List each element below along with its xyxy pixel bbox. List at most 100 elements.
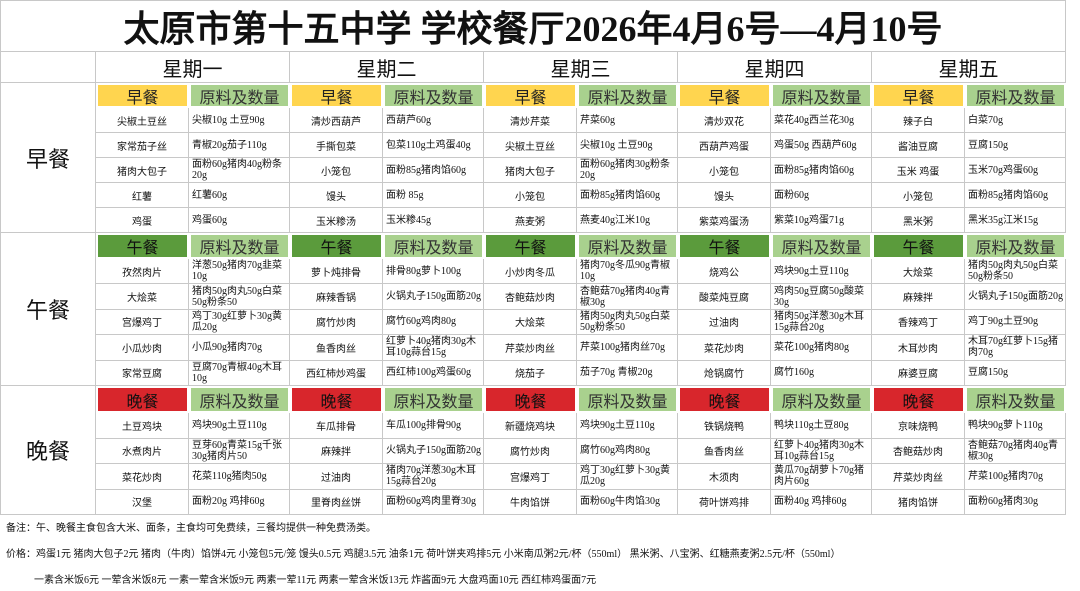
dish: 香辣鸡丁	[872, 309, 965, 336]
ingredients: 尖椒10g 土豆90g	[577, 133, 678, 158]
ingredients: 黄瓜70g胡萝卜70g猪肉片60g	[771, 464, 872, 490]
ingredients: 猪肉50g肉丸50g白菜50g粉条50	[577, 309, 678, 336]
ingredients: 玉米70g鸡蛋60g	[965, 158, 1066, 183]
ingredients: 鸡块90g土豆110g	[771, 259, 872, 285]
dish: 宫爆鸡丁	[484, 464, 577, 490]
dish: 猪肉大包子	[484, 158, 577, 183]
dish: 车瓜排骨	[290, 413, 383, 439]
dish: 宫爆鸡丁	[96, 309, 189, 336]
meal-header: 晚餐	[872, 386, 965, 413]
dish: 酱油豆腐	[872, 133, 965, 158]
dish: 京味烧鸭	[872, 413, 965, 439]
ingredients: 豆腐150g	[965, 133, 1066, 158]
title: 太原市第十五中学 学校餐厅2026年4月6号—4月10号	[0, 0, 1066, 52]
dish: 里脊肉丝饼	[290, 489, 383, 515]
ingredients: 红萝卜40g猪肉30g木耳10g蒜台15g	[771, 438, 872, 464]
ingredients: 豆腐150g	[965, 360, 1066, 386]
ingredients: 火锅丸子150g面筋20g	[383, 438, 484, 464]
dish: 过油肉	[290, 464, 383, 490]
ingredient-header: 原料及数量	[383, 83, 484, 108]
dish: 芹菜炒肉丝	[484, 335, 577, 361]
dish: 小瓜炒肉	[96, 335, 189, 361]
dish: 炝锅腐竹	[678, 360, 771, 386]
meal-header: 午餐	[96, 233, 189, 259]
ingredients: 排骨80g萝卜100g	[383, 259, 484, 285]
note: 一素含米饭6元 一荤含米饭8元 一素一荤含米饭9元 两素一荤11元 两素一荤含米…	[34, 575, 597, 586]
ingredient-header: 原料及数量	[771, 386, 872, 413]
ingredient-header: 原料及数量	[577, 233, 678, 259]
ingredients: 紫菜10g鸡蛋71g	[771, 208, 872, 233]
ingredients: 猪肉70g冬瓜90g青椒10g	[577, 259, 678, 285]
ingredient-header: 原料及数量	[771, 233, 872, 259]
ingredients: 尖椒10g 土豆90g	[189, 108, 290, 133]
dish: 杏鲍菇炒肉	[484, 284, 577, 310]
dish: 小笼包	[678, 158, 771, 183]
meal-header: 早餐	[290, 83, 383, 108]
ingredients: 青椒20g茄子110g	[189, 133, 290, 158]
ingredients: 面粉 85g	[383, 183, 484, 208]
ingredients: 腐竹60g鸡肉80g	[577, 438, 678, 464]
ingredients: 杏鲍菇70g猪肉40g青椒30g	[965, 438, 1066, 464]
dish: 烧茄子	[484, 360, 577, 386]
ingredients: 茄子70g 青椒20g	[577, 360, 678, 386]
ingredients: 白菜70g	[965, 108, 1066, 133]
day-header: 星期五	[872, 52, 1066, 83]
dish: 麻辣拌	[872, 284, 965, 310]
meal-header: 早餐	[484, 83, 577, 108]
ingredient-header: 原料及数量	[771, 83, 872, 108]
dish: 汉堡	[96, 489, 189, 515]
dish: 西红柿炒鸡蛋	[290, 360, 383, 386]
ingredients: 面粉85g猪肉馅60g	[383, 158, 484, 183]
ingredients: 面粉60g牛肉馅30g	[577, 489, 678, 515]
ingredients: 木耳70g红萝卜15g猪肉70g	[965, 335, 1066, 361]
day-header: 星期二	[290, 52, 484, 83]
ingredients: 豆芽60g青菜15g千张30g猪肉片50	[189, 438, 290, 464]
dish: 鱼香肉丝	[290, 335, 383, 361]
ingredients: 面粉40g 鸡排60g	[771, 489, 872, 515]
ingredient-header: 原料及数量	[965, 83, 1066, 108]
dish: 铁锅烧鸭	[678, 413, 771, 439]
dish: 鸡蛋	[96, 208, 189, 233]
dish: 孜然肉片	[96, 259, 189, 285]
ingredient-header: 原料及数量	[189, 386, 290, 413]
dish: 猪肉大包子	[96, 158, 189, 183]
dish: 燕麦粥	[484, 208, 577, 233]
dish: 麻辣拌	[290, 438, 383, 464]
meal-header: 午餐	[872, 233, 965, 259]
meal-header: 早餐	[678, 83, 771, 108]
dish: 麻辣香锅	[290, 284, 383, 310]
meal-header: 午餐	[678, 233, 771, 259]
ingredients: 燕麦40g江米10g	[577, 208, 678, 233]
ingredients: 鸡丁30g红萝卜30g黄瓜20g	[189, 309, 290, 336]
ingredients: 面粉60g	[771, 183, 872, 208]
dish: 腐竹炒肉	[484, 438, 577, 464]
meal-label: 早餐	[0, 83, 96, 233]
dish: 小笼包	[872, 183, 965, 208]
dish: 麻婆豆腐	[872, 360, 965, 386]
ingredients: 鸡肉50g豆腐50g酸菜30g	[771, 284, 872, 310]
dish: 烧鸡公	[678, 259, 771, 285]
dish: 馒头	[678, 183, 771, 208]
ingredient-header: 原料及数量	[189, 83, 290, 108]
meal-header: 晚餐	[96, 386, 189, 413]
dish: 家常茄子丝	[96, 133, 189, 158]
ingredients: 菜花100g猪肉80g	[771, 335, 872, 361]
dish: 过油肉	[678, 309, 771, 336]
meal-label: 午餐	[0, 233, 96, 386]
dish: 紫菜鸡蛋汤	[678, 208, 771, 233]
dish: 西葫芦鸡蛋	[678, 133, 771, 158]
dish: 小炒肉冬瓜	[484, 259, 577, 285]
dish: 玉米糁汤	[290, 208, 383, 233]
ingredient-header: 原料及数量	[965, 386, 1066, 413]
day-header: 星期一	[96, 52, 290, 83]
dish: 红薯	[96, 183, 189, 208]
dish: 菜花炒肉	[96, 464, 189, 490]
ingredient-header: 原料及数量	[383, 386, 484, 413]
ingredients: 杏鲍菇70g猪肉40g青椒30g	[577, 284, 678, 310]
ingredients: 鸭块90g萝卜110g	[965, 413, 1066, 439]
dish: 猪肉馅饼	[872, 489, 965, 515]
ingredients: 猪肉50g肉丸50g白菜50g粉条50	[965, 259, 1066, 285]
meal-label: 晚餐	[0, 386, 96, 515]
ingredients: 鸡块90g土豆110g	[577, 413, 678, 439]
ingredients: 面粉60g猪肉30g粉条20g	[577, 158, 678, 183]
